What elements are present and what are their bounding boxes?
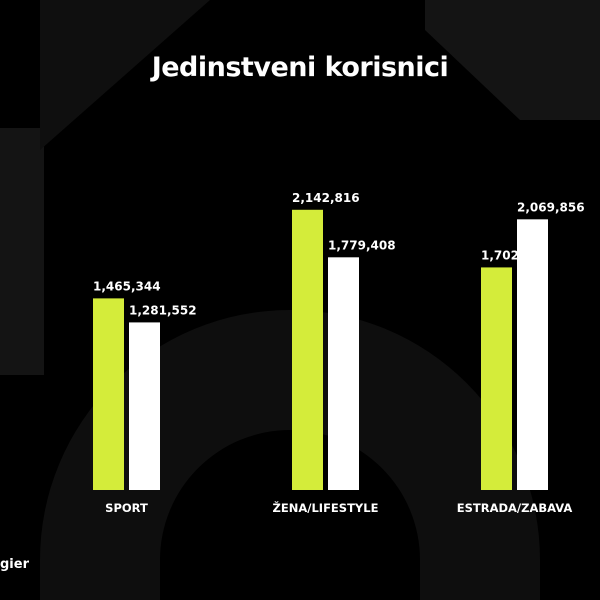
data-label-series1-0: 1,465,344 xyxy=(93,279,161,293)
bar-series1-0 xyxy=(93,298,124,490)
footer-text: gier xyxy=(0,557,29,572)
bar-series2-2 xyxy=(517,219,548,490)
category-label-2: ESTRADA/ZABAVA xyxy=(457,501,573,515)
bar-series2-0 xyxy=(129,322,160,490)
data-label-series2-1: 1,779,408 xyxy=(328,238,396,252)
chart-title: Jedinstveni korisnici xyxy=(151,52,449,83)
data-label-series2-0: 1,281,552 xyxy=(129,303,197,317)
bar-series2-1 xyxy=(328,257,359,490)
data-label-series2-2: 2,069,856 xyxy=(517,200,585,214)
bar-series1-2 xyxy=(481,267,512,490)
bar-series1-1 xyxy=(292,209,323,491)
data-label-series1-1: 2,142,816 xyxy=(292,191,360,205)
category-label-1: ŽENA/LIFESTYLE xyxy=(273,500,379,515)
category-label-0: SPORT xyxy=(105,501,148,515)
